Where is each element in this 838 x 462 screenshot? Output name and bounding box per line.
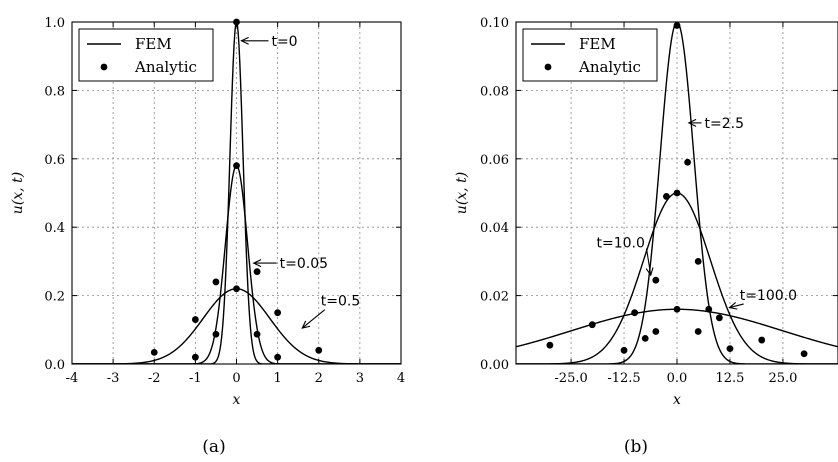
x-tick-label: 2 [315, 371, 323, 386]
curve-annotation: t=0.05 [280, 256, 328, 272]
analytic-point [253, 330, 261, 338]
analytic-point [233, 162, 240, 170]
analytic-point [694, 328, 702, 335]
panel-a: -4 -3 -2 -1 0 1 2 3 4 0.0 0.2 0.4 0.6 0.8 1.0 x u(x, t) t… [10, 16, 405, 408]
caption-b: (b) [624, 437, 648, 457]
analytic-point [758, 336, 766, 344]
curve-annotation: t=100.0 [740, 288, 797, 304]
x-tick-label: -1 [189, 371, 202, 386]
annotation-arrowhead [252, 259, 262, 268]
analytic-point [274, 353, 282, 361]
y-axis-label: u(x, t) [454, 172, 470, 214]
legend-box [78, 28, 214, 82]
legend-dot-swatch [100, 63, 108, 71]
analytic-point [274, 309, 282, 317]
curve-annotation: t=0 [271, 34, 297, 50]
y-tick-label: 0.4 [44, 221, 65, 236]
y-tick-label: 0.6 [44, 153, 65, 168]
analytic-point [715, 314, 723, 322]
x-tick-label: -25.0 [554, 371, 587, 386]
x-tick-label: 12.5 [715, 371, 744, 386]
curve-annotation: t=2.5 [705, 116, 744, 132]
legend-label-fem: FEM [579, 35, 616, 53]
annotation-arrowhead [728, 301, 738, 310]
annotation-arrowhead [240, 36, 249, 45]
analytic-point [652, 328, 660, 335]
annotation-arrowhead [687, 118, 697, 127]
analytic-point [191, 353, 199, 361]
x-tick-label: -4 [66, 371, 79, 386]
analytic-point [726, 345, 734, 353]
analytic-point [212, 278, 220, 286]
y-tick-label: 0.08 [480, 84, 509, 99]
analytic-point [212, 330, 220, 338]
x-axis-label: x [233, 392, 241, 408]
analytic-point [705, 305, 713, 313]
analytic-point [588, 321, 596, 329]
analytic-point [315, 346, 323, 354]
analytic-point [673, 189, 681, 197]
curve-annotation: t=10.0 [597, 236, 645, 252]
annotation-arrow [729, 303, 744, 309]
x-tick-label: -3 [107, 371, 120, 386]
y-tick-label: 0.06 [480, 153, 509, 168]
panel-b: -25.0 -12.5 0.0 12.5 25.0 0.00 0.02 0.04 0.06 0.0… [454, 16, 838, 408]
y-tick-label: 0.10 [480, 16, 509, 31]
analytic-point [641, 334, 649, 342]
x-tick-label: 1 [273, 371, 281, 386]
analytic-point [800, 350, 808, 358]
x-tick-label: 25.0 [768, 371, 797, 386]
legend-label-analytic: Analytic [578, 58, 641, 76]
caption-a: (a) [202, 437, 225, 457]
fem-curve-1 [72, 164, 401, 364]
x-axis-label: x [673, 392, 681, 408]
x-tick-label: 4 [397, 371, 405, 386]
legend-box [522, 28, 658, 82]
x-tick-label: 0 [232, 371, 240, 386]
analytic-point [684, 158, 691, 166]
curve-annotation: t=0.5 [321, 294, 360, 310]
analytic-point [694, 258, 702, 265]
analytic-point [673, 305, 681, 313]
analytic-point [191, 316, 199, 323]
analytic-point [150, 348, 158, 356]
analytic-point [631, 309, 639, 317]
analytic-point [620, 346, 628, 354]
legend-label-fem: FEM [135, 35, 172, 53]
x-tick-label: 3 [356, 371, 364, 386]
y-axis-label: u(x, t) [10, 172, 26, 214]
y-tick-label: 0.04 [480, 221, 509, 236]
x-tick-label: -2 [148, 371, 161, 386]
y-tick-label: 0.02 [480, 290, 509, 305]
legend-dot-swatch [544, 63, 552, 71]
annotation-arrowhead [645, 267, 654, 277]
y-tick-label: 0.00 [480, 358, 509, 373]
analytic-point [253, 268, 261, 276]
annotation-arrowhead [301, 320, 311, 329]
annotation-arrow [301, 309, 326, 329]
analytic-point [663, 193, 670, 200]
y-tick-label: 1.0 [44, 16, 65, 31]
y-tick-label: 0.2 [44, 290, 65, 305]
annotation-arrow [645, 248, 652, 276]
analytic-point [546, 341, 554, 349]
legend-label-analytic: Analytic [134, 58, 197, 76]
analytic-point [652, 276, 660, 284]
y-tick-label: 0.8 [44, 84, 65, 99]
y-tick-label: 0.0 [44, 358, 65, 373]
x-tick-label: 0.0 [667, 371, 688, 386]
analytic-point [233, 285, 240, 293]
x-tick-label: -12.5 [607, 371, 640, 386]
